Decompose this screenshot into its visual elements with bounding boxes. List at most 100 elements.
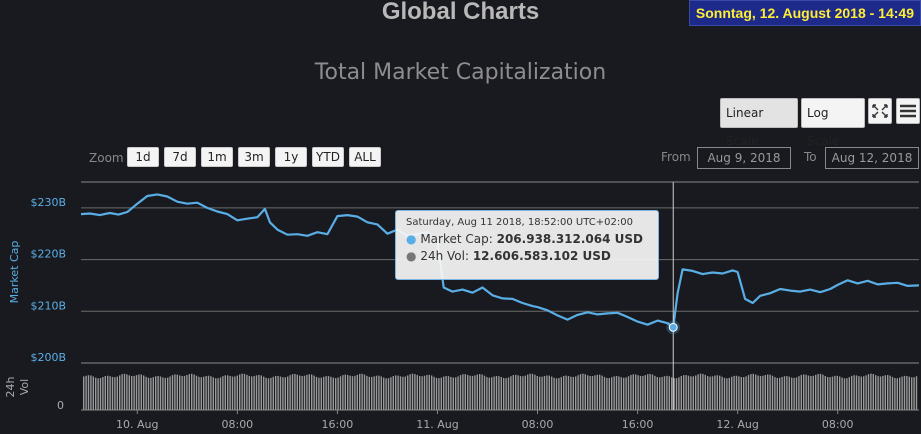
vol-bar: [803, 374, 805, 410]
tooltip-market-cap: ● Market Cap: 206.938.312.064 USD: [406, 231, 648, 248]
zoom-1d-button[interactable]: 1d: [127, 147, 159, 167]
vol-bar: [464, 374, 466, 410]
vol-bar: [114, 377, 116, 410]
vol-bar: [776, 377, 778, 410]
vol-bar: [315, 376, 318, 410]
vol-bar: [872, 374, 874, 410]
vol-bar: [491, 377, 493, 410]
vol-bar: [613, 376, 615, 410]
x-tick-label: 08:00: [221, 418, 253, 431]
vol-bar: [500, 377, 502, 410]
vol-bar: [150, 377, 152, 410]
zoom-7d-button[interactable]: 7d: [164, 147, 196, 167]
vol-bar: [630, 374, 632, 410]
vol-bar: [354, 375, 356, 410]
menu-button[interactable]: [896, 98, 920, 124]
vol-bar: [248, 375, 250, 410]
vol-bar: [85, 375, 87, 410]
vol-bar: [884, 375, 886, 410]
from-date-input[interactable]: Aug 9, 2018: [697, 147, 791, 169]
vol-bar: [611, 377, 613, 410]
vol-bar: [587, 375, 589, 410]
chart-title: Total Market Capitalization: [314, 60, 607, 85]
vol-bar: [104, 376, 106, 410]
vol-bar: [683, 375, 685, 410]
chart-tooltip: Saturday, Aug 11 2018, 18:52:00 UTC+02:0…: [395, 210, 659, 280]
vol-bar: [541, 376, 543, 410]
vol-bar: [87, 375, 90, 410]
vol-bar: [827, 376, 829, 410]
vol-bar: [697, 374, 699, 410]
vol-bar: [380, 376, 382, 410]
vol-bar: [183, 375, 186, 410]
vol-bar: [570, 376, 572, 410]
vol-bar: [839, 376, 841, 410]
vol-bar: [282, 377, 284, 410]
vol-bar: [399, 376, 402, 410]
vol-bar: [846, 378, 848, 410]
tooltip-volume-value: 12.606.583.102 USD: [472, 249, 611, 263]
vol-bar: [188, 374, 190, 410]
x-tick-label: 08:00: [522, 418, 554, 431]
zoom-all-button[interactable]: ALL: [349, 147, 381, 167]
vol-bar: [147, 377, 150, 410]
vol-bar: [714, 375, 716, 410]
to-date-input[interactable]: Aug 12, 2018: [825, 147, 919, 169]
vol-bar: [371, 376, 373, 410]
vol-bar: [327, 376, 330, 410]
log-scale-button[interactable]: Log Scale: [801, 98, 865, 148]
vol-bar: [879, 376, 882, 410]
vol-bar: [356, 374, 358, 410]
vol-bar: [493, 376, 495, 410]
y-tick-label: $220B: [30, 248, 66, 261]
vol-bar: [457, 376, 459, 410]
vol-bar: [579, 374, 582, 410]
vol-bar: [764, 375, 766, 410]
vol-bar: [289, 375, 291, 410]
vol-bar: [731, 376, 733, 410]
vol-bar: [810, 376, 812, 410]
vol-bar: [632, 374, 634, 410]
zoom-ytd-button[interactable]: YTD: [312, 147, 344, 167]
vol-bar: [740, 377, 742, 410]
zoom-1m-button[interactable]: 1m: [201, 147, 233, 167]
vol-bar: [215, 378, 217, 410]
vol-bar: [762, 375, 764, 410]
vol-bar: [95, 377, 97, 410]
vol-bar: [707, 376, 709, 410]
fullscreen-button[interactable]: [868, 98, 892, 124]
vol-bar: [97, 378, 99, 410]
linear-scale-button[interactable]: Linear Scale: [720, 98, 798, 148]
zoom-1y-button[interactable]: 1y: [275, 147, 307, 167]
vol-bar: [277, 375, 279, 410]
vol-bar: [716, 375, 718, 410]
vol-bar: [822, 374, 824, 410]
vol-bar: [875, 375, 877, 410]
vol-bar: [306, 374, 308, 410]
vol-bar: [901, 376, 903, 410]
vol-bar: [661, 376, 663, 410]
vol-bar: [462, 374, 464, 410]
vol-bar: [903, 375, 906, 410]
vol-bar: [659, 377, 661, 410]
vol-bar: [135, 375, 138, 410]
vol-bar: [870, 373, 872, 410]
vol-bar: [438, 378, 440, 410]
vol-bar: [908, 376, 910, 410]
vol-bar: [375, 375, 378, 410]
vol-bar: [423, 375, 426, 410]
vol-bar: [582, 373, 584, 410]
vol-bar: [779, 377, 781, 410]
vol-bar: [599, 374, 601, 410]
vol-bar: [366, 375, 368, 410]
vol-bar: [330, 376, 332, 410]
vol-bar: [152, 377, 154, 410]
vol-bar: [615, 375, 618, 410]
vol-bar: [906, 375, 908, 410]
tooltip-market-cap-label: Market Cap:: [420, 232, 493, 246]
vol-bar: [555, 378, 558, 410]
zoom-3m-button[interactable]: 3m: [238, 147, 270, 167]
vol-bar: [711, 376, 714, 410]
vol-bar: [539, 376, 541, 410]
